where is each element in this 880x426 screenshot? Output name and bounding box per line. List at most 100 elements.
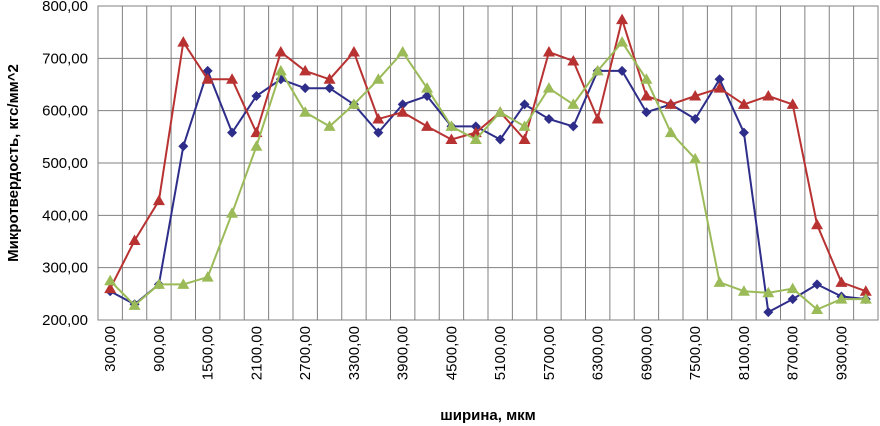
data-point-triangle [835, 276, 848, 287]
data-point-triangle [518, 133, 531, 144]
data-point-diamond [495, 134, 506, 145]
data-point-diamond [324, 83, 335, 94]
data-point-triangle [591, 64, 604, 76]
data-point-triangle [689, 152, 702, 164]
data-point-diamond [202, 65, 213, 76]
data-point-diamond [251, 91, 262, 102]
data-point-diamond [519, 99, 530, 110]
data-point-triangle [177, 36, 190, 47]
data-point-triangle [274, 64, 287, 76]
series-3-line [109, 41, 866, 311]
data-point-triangle [786, 282, 799, 294]
x-tick-label: 6900,00 [638, 326, 655, 380]
data-point-triangle [396, 46, 409, 57]
data-point-triangle [421, 82, 434, 93]
y-tick-label: 300,00 [42, 260, 88, 277]
data-point-triangle [713, 276, 726, 287]
data-point-triangle [567, 98, 580, 109]
data-point-triangle [104, 282, 117, 294]
data-point-diamond [641, 107, 652, 118]
data-point-diamond [300, 83, 311, 94]
y-tick-label: 800,00 [42, 0, 88, 15]
data-point-triangle [835, 293, 848, 304]
series-2 [104, 13, 872, 296]
data-point-triangle [567, 54, 580, 66]
x-tick-label: 2100,00 [248, 326, 265, 380]
data-point-diamond [738, 127, 749, 138]
data-point-triangle [591, 113, 604, 124]
data-point-triangle [299, 64, 312, 76]
data-point-diamond [714, 74, 725, 85]
data-point-triangle [421, 120, 434, 131]
data-point-triangle [494, 106, 507, 117]
data-point-triangle [664, 98, 677, 109]
y-tick-label: 500,00 [42, 155, 88, 172]
x-tick-label: 3900,00 [395, 326, 412, 380]
x-axis-ticks: 300,00 900,00 1500,00 2100,00 2700,00 3300,00… [102, 326, 850, 380]
data-point-diamond [690, 114, 701, 125]
data-point-triangle [542, 82, 555, 93]
data-point-triangle [445, 120, 458, 131]
data-point-diamond [812, 279, 823, 290]
x-tick-label: 900,00 [151, 326, 168, 372]
data-point-triangle [323, 120, 336, 131]
data-point-triangle [323, 73, 336, 84]
data-point-triangle [664, 126, 677, 138]
data-point-triangle [859, 285, 872, 296]
data-point-triangle [152, 194, 165, 206]
y-tick-label: 700,00 [42, 50, 88, 67]
data-point-triangle [201, 73, 214, 84]
data-point-triangle [250, 140, 263, 151]
data-point-triangle [299, 106, 312, 117]
data-point-triangle [811, 303, 824, 315]
data-point-triangle [372, 113, 385, 124]
y-axis-label: Микротвердость, кгс/мм^2 [5, 64, 22, 262]
data-point-triangle [274, 46, 287, 57]
data-point-diamond [227, 127, 238, 138]
x-tick-label: 5100,00 [492, 326, 509, 380]
data-point-triangle [786, 98, 799, 109]
x-tick-label: 300,00 [102, 326, 119, 372]
data-point-triangle [713, 82, 726, 93]
y-tick-label: 600,00 [42, 103, 88, 120]
data-point-triangle [859, 293, 872, 304]
x-tick-label: 4500,00 [443, 326, 460, 380]
x-axis-label: ширина, мкм [440, 407, 536, 424]
data-point-diamond [373, 127, 384, 138]
data-point-triangle [640, 90, 653, 101]
data-point-triangle [640, 73, 653, 84]
y-axis-ticks: 200,00 300,00 400,00 500,00 600,00 700,00 800,… [42, 0, 88, 329]
data-point-triangle [616, 36, 629, 47]
data-point-triangle [616, 13, 629, 25]
data-point-triangle [104, 274, 117, 286]
data-point-diamond [787, 294, 798, 305]
x-tick-label: 8100,00 [736, 326, 753, 380]
x-tick-label: 5700,00 [541, 326, 558, 380]
data-point-triangle [762, 90, 775, 101]
data-point-triangle [128, 234, 141, 245]
data-point-triangle [128, 299, 141, 310]
data-point-triangle [347, 46, 360, 57]
x-tick-label: 6300,00 [590, 326, 607, 380]
data-point-triangle [737, 285, 750, 296]
data-point-diamond [178, 141, 189, 152]
y-tick-label: 200,00 [42, 312, 88, 329]
data-point-triangle [469, 133, 482, 144]
gridlines [97, 5, 879, 321]
data-point-triangle [445, 133, 458, 144]
data-point-diamond [763, 307, 774, 318]
x-tick-label: 3300,00 [346, 326, 363, 380]
data-point-triangle [226, 207, 239, 218]
plot-area-border [97, 5, 879, 321]
data-point-triangle [396, 106, 409, 117]
data-point-triangle [347, 98, 360, 109]
series-2-line [109, 18, 867, 293]
data-point-triangle [201, 271, 214, 282]
data-point-triangle [518, 120, 531, 131]
data-point-diamond [470, 121, 481, 132]
data-point-triangle [372, 73, 385, 84]
x-tick-label: 8700,00 [785, 326, 802, 380]
series-layer [104, 13, 872, 318]
